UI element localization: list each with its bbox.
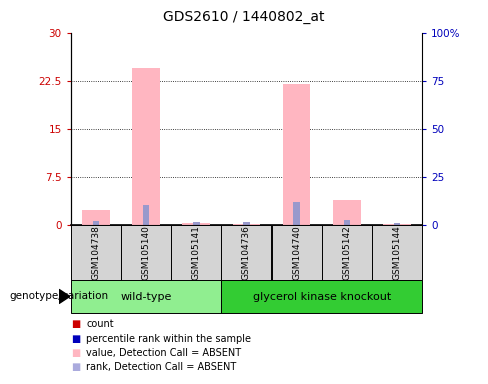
Bar (372, 225, 422, 280)
Text: ■: ■ (71, 319, 80, 329)
Text: ■: ■ (71, 362, 80, 372)
Text: rank, Detection Call = ABSENT: rank, Detection Call = ABSENT (86, 362, 237, 372)
Bar (143, 205, 149, 225)
Bar (82, 210, 110, 225)
Bar (222, 225, 271, 280)
Text: ■: ■ (71, 334, 80, 344)
Text: GSM105141: GSM105141 (192, 225, 201, 280)
Text: glycerol kinase knockout: glycerol kinase knockout (253, 291, 391, 302)
Text: GSM104736: GSM104736 (242, 225, 251, 280)
Text: percentile rank within the sample: percentile rank within the sample (86, 334, 251, 344)
Bar (383, 224, 411, 225)
Bar (132, 68, 160, 225)
Text: GSM105144: GSM105144 (392, 225, 402, 280)
Bar (71, 225, 121, 280)
Bar (344, 220, 350, 225)
Text: GSM105140: GSM105140 (142, 225, 151, 280)
Text: wild-type: wild-type (121, 291, 172, 302)
Text: GSM104740: GSM104740 (292, 225, 301, 280)
Bar (283, 84, 310, 225)
Bar (322, 225, 372, 280)
Text: ■: ■ (71, 348, 80, 358)
Bar (121, 225, 171, 280)
Bar (193, 222, 200, 225)
Text: GSM104738: GSM104738 (91, 225, 101, 280)
Bar (243, 222, 250, 225)
Text: GDS2610 / 1440802_at: GDS2610 / 1440802_at (163, 10, 325, 23)
Bar (71, 280, 221, 313)
Bar (183, 223, 210, 225)
Bar (394, 223, 400, 225)
Bar (272, 225, 322, 280)
Text: count: count (86, 319, 114, 329)
Polygon shape (59, 290, 70, 303)
Bar (222, 280, 422, 313)
Text: genotype/variation: genotype/variation (10, 291, 109, 301)
Bar (333, 200, 361, 225)
Text: value, Detection Call = ABSENT: value, Detection Call = ABSENT (86, 348, 242, 358)
Bar (233, 224, 260, 225)
Bar (293, 202, 300, 225)
Bar (93, 222, 99, 225)
Text: GSM105142: GSM105142 (342, 225, 351, 280)
Bar (171, 225, 221, 280)
